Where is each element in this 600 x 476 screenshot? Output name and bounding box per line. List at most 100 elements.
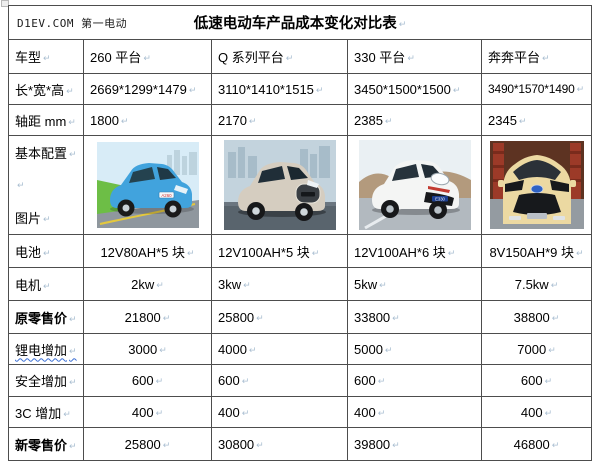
- table-row: 车型 260 平台 Q 系列平台 330 平台 奔奔平台: [8, 39, 592, 74]
- cell-value: 1800: [90, 113, 128, 128]
- row-label: 锂电增加: [15, 343, 77, 358]
- row-label-config: 基本配置: [15, 143, 77, 162]
- car-photo-champagne-q: [223, 140, 336, 230]
- cell-value: 2170: [218, 113, 256, 128]
- row-label: 新零售价: [15, 438, 77, 453]
- cell-value: 25800: [218, 310, 264, 325]
- license-plate: [526, 213, 547, 219]
- cell-value: 46800: [514, 437, 560, 452]
- table-row: 电池 12V80AH*5 块 12V100AH*5 块 12V100AH*6 块…: [8, 234, 592, 268]
- car-photo-white-330: E330: [358, 140, 471, 230]
- cell-value: 5000: [354, 342, 392, 357]
- car-champagne: [237, 162, 326, 221]
- buildings: [166, 150, 197, 175]
- cell-value: 600: [521, 373, 552, 388]
- table-row: 锂电增加 3000 4000 5000 7000: [8, 333, 592, 365]
- watermark: D1EV.COM 第一电动: [17, 17, 128, 30]
- headlight-left: [504, 180, 524, 192]
- row-label: 电池: [15, 245, 51, 260]
- car-cream-front: [497, 155, 576, 224]
- red-pillars: [492, 143, 581, 199]
- cell-value: 400: [354, 405, 385, 420]
- cell-value: 21800: [125, 310, 171, 325]
- cell-value: 2385: [354, 113, 392, 128]
- cell-value: 4000: [218, 342, 256, 357]
- mirror-left: [497, 180, 504, 187]
- cell-value: 7000: [517, 342, 555, 357]
- row-label: 安全增加: [15, 374, 77, 389]
- cell-value: 400: [132, 405, 163, 420]
- badge-oval: [530, 184, 543, 194]
- badge-plate: [158, 191, 174, 199]
- side-window: [128, 167, 155, 183]
- cell-value: 600: [354, 373, 385, 388]
- windshield: [156, 167, 176, 180]
- skyline: [227, 146, 330, 178]
- row-label: 原零售价: [15, 311, 77, 326]
- cell-value: 260 平台: [90, 50, 151, 65]
- cell-value: 39800: [354, 437, 400, 452]
- table-row: 3C 增加 400 400 400 400: [8, 396, 592, 428]
- cell-value: 奔奔平台: [488, 50, 550, 65]
- cell-value: 3110*1410*1515: [218, 82, 323, 97]
- cell-value: 400: [218, 405, 249, 420]
- title-row: D1EV.COM 第一电动 低速电动车产品成本变化对比表: [8, 5, 592, 40]
- cell-value: 25800: [125, 437, 171, 452]
- cell-value: 2669*1299*1479: [90, 82, 196, 97]
- cell-value: 3kw: [218, 277, 251, 292]
- cell-value: 3000: [128, 342, 166, 357]
- paragraph-mark: [15, 181, 77, 189]
- side-window: [257, 166, 285, 183]
- headlight: [306, 180, 319, 188]
- cell-value: 600: [218, 373, 249, 388]
- row-label: 车型: [15, 50, 51, 65]
- table-row-images: 基本配置 图片: [8, 135, 592, 235]
- headlight: [430, 172, 449, 186]
- cost-comparison-table: D1EV.COM 第一电动 低速电动车产品成本变化对比表 车型 260 平台 Q…: [8, 5, 592, 461]
- car-photo-blue-a260: A260: [96, 142, 199, 228]
- table-row: 新零售价 25800 30800 39800 46800: [8, 427, 592, 461]
- grille-accent: [427, 186, 450, 193]
- cell-value: 12V80AH*5 块: [100, 245, 194, 260]
- windshield: [286, 166, 308, 180]
- side-window: [391, 164, 419, 181]
- table-row: 电机 2kw 3kw 5kw 7.5kw: [8, 267, 592, 301]
- badge-text: A260: [161, 193, 172, 198]
- cell-value: 400: [521, 405, 552, 420]
- table-row: 长*宽*高 2669*1299*1479 3110*1410*1515 3450…: [8, 73, 592, 105]
- license-plate: [431, 196, 448, 202]
- row-label-picture: 图片: [15, 208, 77, 227]
- plate-text: E330: [435, 197, 445, 202]
- row-label: 长*宽*高: [15, 83, 74, 98]
- cell-value: 8V150AH*9 块: [489, 245, 583, 260]
- cell-value: 330 平台: [354, 50, 415, 65]
- mirror-right: [569, 180, 576, 187]
- headlight: [173, 185, 188, 194]
- cell-value: 12V100AH*5 块: [218, 245, 319, 260]
- grille: [512, 193, 561, 215]
- fog-light-left: [508, 216, 521, 220]
- row-label: 电机: [15, 278, 51, 293]
- row-label: 轴距 mm: [15, 114, 76, 129]
- cell-value: 33800: [354, 310, 400, 325]
- cell-value: 3450*1500*1500: [354, 82, 460, 97]
- page-title: 低速电动车产品成本变化对比表: [194, 16, 407, 32]
- car-white: E330: [371, 160, 460, 219]
- headlight-right: [549, 180, 569, 192]
- cell-value: 3490*1570*1490: [488, 82, 584, 96]
- cell-value: 2345: [488, 113, 526, 128]
- windshield: [512, 160, 561, 180]
- car-blue: A260: [109, 163, 194, 218]
- car-photo-cream-benben: [489, 141, 584, 229]
- cell-value: 2kw: [131, 277, 164, 292]
- table-row: 安全增加 600 600 600 600: [8, 364, 592, 397]
- row-label: 3C 增加: [15, 406, 71, 421]
- cell-value: 7.5kw: [515, 277, 559, 292]
- cell-value: 600: [132, 373, 163, 388]
- table-move-handle-icon: [1, 0, 9, 7]
- cell-value: 12V100AH*6 块: [354, 245, 455, 260]
- cell-value: 5kw: [354, 277, 387, 292]
- table-row: 轴距 mm 1800 2170 2385 2345: [8, 104, 592, 136]
- cell-value: 30800: [218, 437, 264, 452]
